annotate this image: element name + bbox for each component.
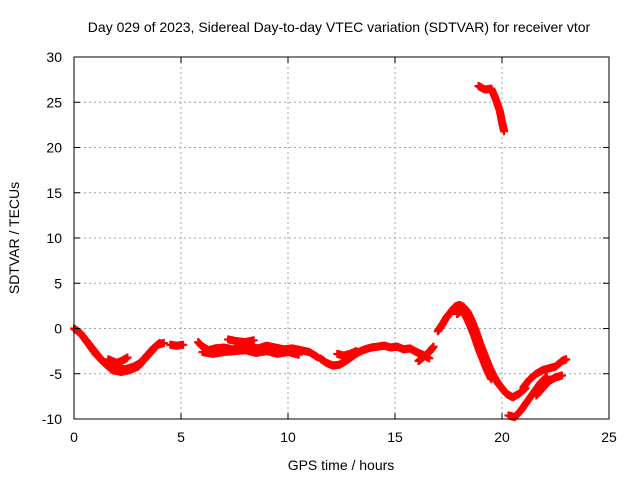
y-tick-label: 15 <box>46 185 62 201</box>
data-point <box>500 127 509 136</box>
data-point <box>487 375 496 384</box>
data-point <box>179 340 188 349</box>
y-tick-label: 0 <box>54 321 62 337</box>
data-point <box>557 371 566 380</box>
data-point <box>352 347 361 356</box>
y-tick-label: 30 <box>46 49 62 65</box>
y-tick-label: -10 <box>42 411 62 427</box>
x-axis-ticks: 0 5 10 15 20 25 <box>70 57 617 445</box>
chart-title: Day 029 of 2023, Sidereal Day-to-day VTE… <box>88 19 591 35</box>
data-point <box>155 338 164 347</box>
data-point <box>294 350 303 359</box>
x-tick-label: 25 <box>601 429 617 445</box>
y-tick-label: 20 <box>46 140 62 156</box>
data-points <box>70 81 571 422</box>
y-tick-label: 10 <box>46 230 62 246</box>
data-point <box>562 355 571 364</box>
x-tick-label: 0 <box>70 429 78 445</box>
x-axis-label: GPS time / hours <box>288 457 395 473</box>
x-tick-label: 10 <box>280 429 296 445</box>
data-point <box>249 336 258 345</box>
x-tick-label: 15 <box>387 429 403 445</box>
y-axis-ticks: -10 -5 0 5 10 15 20 25 30 <box>42 49 609 427</box>
y-tick-label: 5 <box>54 275 62 291</box>
y-tick-label: -5 <box>50 366 63 382</box>
x-tick-label: 20 <box>494 429 510 445</box>
y-axis-label: SDTVAR / TECUs <box>6 182 22 294</box>
x-tick-label: 5 <box>177 429 185 445</box>
data-point <box>429 342 438 351</box>
y-tick-label: 25 <box>46 94 62 110</box>
grid-lines <box>74 57 609 419</box>
data-point <box>123 353 132 362</box>
